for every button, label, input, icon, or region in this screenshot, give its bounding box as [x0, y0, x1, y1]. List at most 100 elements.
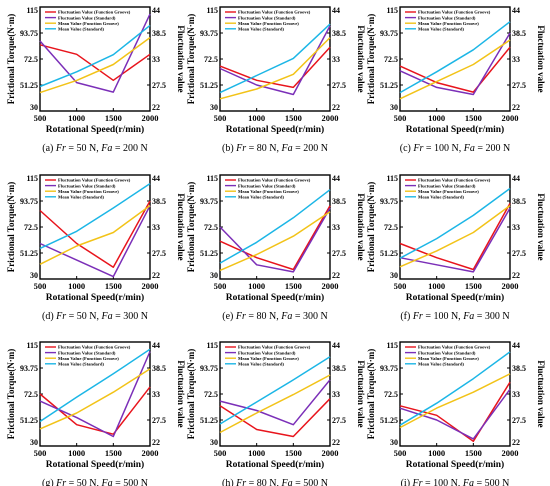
legend-entry: Mean Value (Standard) — [58, 362, 104, 367]
subplot-h: 500 1000 1500 2000 115 93.75 72.5 51.25 30 44 38.5… — [186, 341, 366, 486]
legend-entry: Fluctuation Value (Standard) — [418, 15, 476, 20]
legend-entry: Fluctuation Value (Standard) — [238, 350, 296, 355]
y-right-axis-title: Fluctuation value — [356, 360, 366, 427]
y-right-tick-label: 38.5 — [332, 197, 346, 206]
y-left-tick-label: 51.25 — [20, 416, 38, 425]
caption-fr-value: = 80 N, — [246, 143, 281, 154]
y-right-axis-title: Fluctuation value — [536, 25, 546, 92]
x-axis-title: Rotational Speed(r/min) — [406, 124, 504, 135]
y-right-tick-label: 44 — [152, 6, 160, 15]
y-left-tick-label: 115 — [26, 341, 38, 350]
y-right-tick-label: 44 — [332, 6, 340, 15]
y-left-tick-label: 30 — [210, 103, 218, 112]
series-line-mean-groove — [39, 204, 151, 265]
caption-fa-symbol: Fa — [463, 143, 475, 154]
subplot-e: 500 1000 1500 2000 115 93.75 72.5 51.25 30 44 38.5… — [186, 174, 366, 322]
y-right-tick-label: 38.5 — [152, 197, 166, 206]
y-left-axis-title: Frictional Torque(N·m) — [366, 182, 376, 273]
y-left-axis-title: Frictional Torque(N·m) — [6, 14, 16, 105]
y-left-tick-label: 93.75 — [20, 197, 38, 206]
y-right-tick-label: 22 — [152, 438, 160, 447]
series-line-fluct-standard — [399, 32, 511, 96]
y-left-tick-label: 51.25 — [380, 416, 398, 425]
legend-entry: Fluctuation Value (Standard) — [418, 183, 476, 188]
y-left-axis-title: Frictional Torque(N·m) — [186, 349, 196, 440]
caption-fa-symbol: Fa — [462, 311, 474, 322]
x-tick-label: 1000 — [428, 281, 445, 291]
caption-fa-symbol: Fa — [100, 143, 112, 154]
caption-fr-value: = 80 N, — [246, 311, 281, 322]
caption-fr-value: = 100 N, — [423, 143, 463, 154]
legend-entry: Mean Value (Function Groove) — [238, 21, 299, 26]
legend-entry: Mean Value (Standard) — [418, 195, 464, 200]
x-tick-label: 500 — [34, 448, 47, 458]
x-tick-label: 500 — [394, 113, 407, 123]
legend-entry: Fluctuation Value (Function Groove) — [58, 345, 131, 350]
legend-entry: Fluctuation Value (Function Groove) — [418, 178, 491, 183]
y-right-tick-label: 33 — [152, 390, 160, 399]
caption-fr-value: = 100 N, — [423, 478, 463, 486]
x-tick-label: 1500 — [285, 448, 302, 458]
legend-entry: Mean Value (Function Groove) — [238, 189, 299, 194]
subplot-caption: (e) Fr = 80 N, Fa = 300 N — [222, 311, 327, 322]
y-right-tick-label: 44 — [512, 174, 520, 183]
x-axis-title: Rotational Speed(r/min) — [226, 459, 324, 470]
y-right-tick-label: 38.5 — [152, 364, 166, 373]
y-left-tick-label: 51.25 — [380, 249, 398, 258]
caption-fa-value: = 300 N — [292, 311, 327, 322]
x-tick-label: 2000 — [142, 113, 159, 123]
y-left-tick-label: 72.5 — [384, 390, 398, 399]
y-right-tick-label: 27.5 — [152, 249, 166, 258]
series-line-fluct-standard — [39, 13, 151, 93]
caption-fa-symbol: Fa — [101, 478, 113, 486]
caption-letter: (c) — [400, 143, 414, 154]
caption-fr-symbol: Fr — [235, 478, 246, 486]
legend-entry: Mean Value (Standard) — [238, 195, 284, 200]
y-right-axis-title: Fluctuation value — [356, 25, 366, 92]
x-tick-label: 500 — [34, 113, 47, 123]
y-right-tick-label: 33 — [152, 55, 160, 64]
x-tick-label: 500 — [214, 281, 227, 291]
y-left-tick-label: 30 — [30, 103, 38, 112]
y-left-tick-label: 30 — [210, 271, 218, 280]
y-right-tick-label: 22 — [332, 438, 340, 447]
caption-letter: (b) — [222, 143, 236, 154]
y-right-tick-label: 22 — [332, 103, 340, 112]
y-left-tick-label: 93.75 — [200, 29, 218, 38]
series-line-mean-groove — [219, 374, 331, 434]
caption-fr-symbol: Fr — [55, 478, 66, 486]
caption-fa-value: = 200 N — [112, 143, 147, 154]
y-left-tick-label: 30 — [210, 438, 218, 447]
y-right-tick-label: 22 — [152, 103, 160, 112]
caption-fa-value: = 500 N — [113, 478, 148, 486]
y-left-tick-label: 72.5 — [204, 223, 218, 232]
y-left-axis-title: Frictional Torque(N·m) — [366, 349, 376, 440]
series-line-mean-groove — [399, 204, 511, 268]
y-right-tick-label: 33 — [332, 55, 340, 64]
x-tick-label: 2000 — [502, 281, 519, 291]
x-tick-label: 1000 — [248, 113, 265, 123]
y-right-tick-label: 38.5 — [332, 29, 346, 38]
y-left-tick-label: 115 — [386, 341, 398, 350]
subplot-caption: (a) Fr = 50 N, Fa = 200 N — [42, 143, 147, 154]
y-right-tick-label: 22 — [512, 103, 520, 112]
subplot-caption: (d) Fr = 50 N, Fa = 300 N — [42, 311, 148, 322]
y-right-tick-label: 44 — [512, 341, 520, 350]
y-right-axis-title: Fluctuation value — [536, 360, 546, 427]
series-line-mean-groove — [399, 39, 511, 100]
series-line-mean-standard — [39, 24, 151, 88]
y-right-tick-label: 27.5 — [332, 81, 346, 90]
caption-letter: (e) — [222, 311, 236, 322]
caption-fr-value: = 80 N, — [246, 478, 281, 486]
caption-fr-symbol: Fr — [55, 143, 66, 154]
series-line-mean-standard — [399, 21, 511, 94]
series-line-mean-standard — [219, 189, 331, 264]
y-left-tick-label: 30 — [390, 271, 398, 280]
legend-entry: Fluctuation Value (Function Groove) — [238, 178, 311, 183]
legend-entry: Fluctuation Value (Standard) — [58, 15, 116, 20]
subplot-caption: (f) Fr = 100 N, Fa = 300 N — [400, 311, 509, 322]
subplot-c: 500 1000 1500 2000 115 93.75 72.5 51.25 30 44 38.5… — [366, 6, 546, 154]
caption-fa-value: = 500 N — [474, 478, 509, 486]
legend-entry: Fluctuation Value (Function Groove) — [238, 10, 311, 15]
